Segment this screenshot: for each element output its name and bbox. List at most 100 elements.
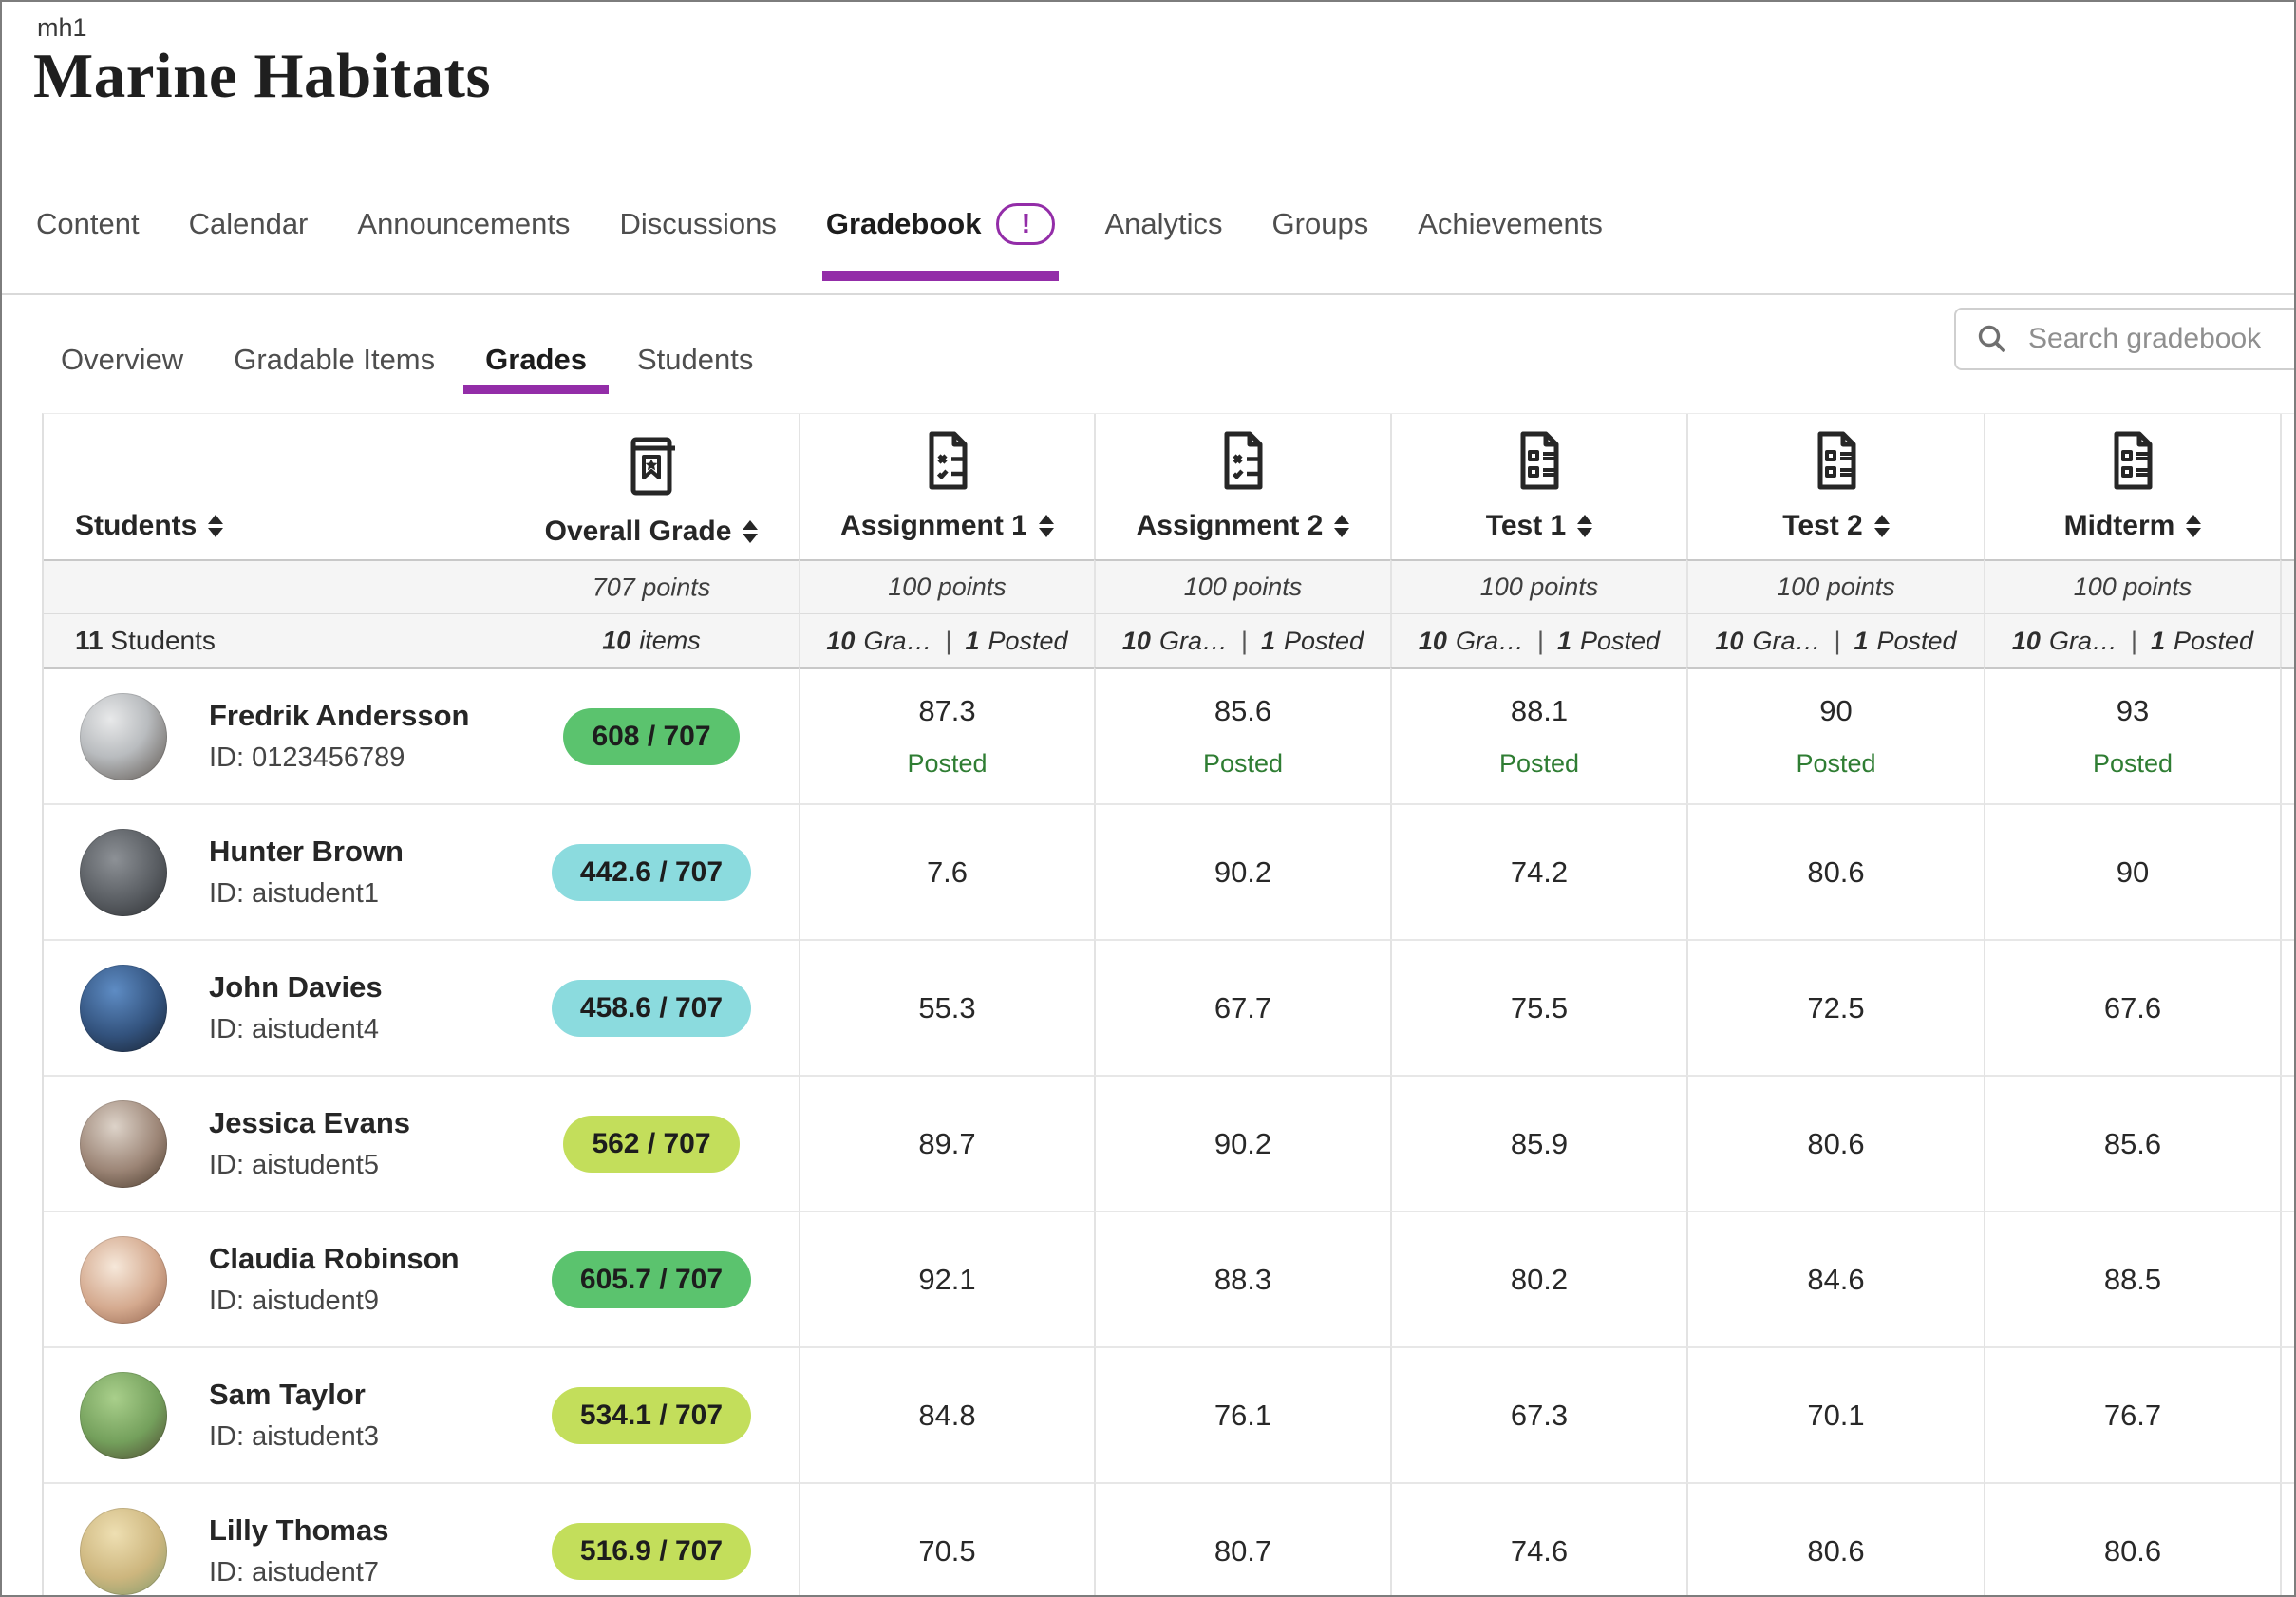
nav-divider [2, 293, 2294, 295]
search-input[interactable] [2026, 322, 2294, 356]
score-cell[interactable]: 90 Posted [1686, 667, 1984, 803]
score-value: 90.2 [1214, 855, 1272, 889]
score-cell[interactable]: 75.5 [1390, 939, 1686, 1075]
subnav-tab-students[interactable]: Students [637, 329, 753, 390]
score-value: 76.7 [2103, 1398, 2162, 1432]
score-cell[interactable]: 55.3 [799, 939, 1094, 1075]
graded-posted-meta: 10 Gra… | 1 Posted [1984, 613, 2280, 667]
score-cell[interactable]: 84.6 [1686, 1211, 1984, 1346]
score-cell[interactable]: 70.5 [799, 1482, 1094, 1595]
nav-tab-content[interactable]: Content [36, 187, 140, 261]
column-header-assignment-1[interactable]: Assignment 1 [799, 414, 1094, 559]
student-row: Sam Taylor ID: aistudent3 534.1 / 707 [44, 1346, 799, 1482]
points-row-students-cell: 707 points [44, 559, 799, 613]
score-value: 88.1 [1510, 694, 1569, 727]
score-cell[interactable]: 90.2 [1094, 1075, 1390, 1211]
score-cell[interactable]: 85.6 Posted [1094, 667, 1390, 803]
score-cell[interactable]: 80.6 [1984, 1482, 2280, 1595]
student-count: 11 Students [75, 626, 216, 655]
course-id: mh1 [37, 13, 87, 42]
subnav-tab-gradable-items[interactable]: Gradable Items [234, 329, 435, 390]
points-cell: 100 points [1094, 559, 1390, 613]
nav-tab-announcements[interactable]: Announcements [357, 187, 570, 261]
score-value: 88.5 [2103, 1262, 2162, 1296]
score-cell[interactable]: 90.2 [1094, 803, 1390, 939]
points-cell: 100 points [1686, 559, 1984, 613]
overall-grade-pill[interactable]: 442.6 / 707 [551, 843, 752, 901]
score-cell[interactable]: 88.5 [1984, 1211, 2280, 1346]
posted-label: Posted [1202, 749, 1284, 778]
nav-tab-achievements[interactable]: Achievements [1418, 187, 1603, 261]
score-value: 67.3 [1510, 1398, 1569, 1432]
score-value: 87.3 [918, 694, 976, 727]
student-row: Lilly Thomas ID: aistudent7 516.9 / 707 [44, 1482, 799, 1595]
points-label: 100 points [1479, 573, 1599, 601]
student-id: ID: 0123456789 [209, 742, 405, 773]
column-header-test-2[interactable]: Test 2 [1686, 414, 1984, 559]
score-value: 90.2 [1214, 1126, 1272, 1160]
score-cell[interactable]: 7.6 [799, 803, 1094, 939]
score-cell[interactable]: 87.3 Posted [799, 667, 1094, 803]
student-name: Sam Taylor [209, 1378, 366, 1411]
score-cell[interactable]: 85.9 [1390, 1075, 1686, 1211]
score-cell[interactable]: 80.6 [1686, 1075, 1984, 1211]
score-cell[interactable]: 70.1 [1686, 1346, 1984, 1482]
partial-next-column [2280, 939, 2294, 1075]
nav-tab-calendar[interactable]: Calendar [189, 187, 309, 261]
column-header-assignment-2[interactable]: Assignment 2 [1094, 414, 1390, 559]
overall-grade-pill[interactable]: 534.1 / 707 [551, 1386, 752, 1444]
score-cell[interactable]: 72.5 [1686, 939, 1984, 1075]
score-cell[interactable]: 93 Posted [1984, 667, 2280, 803]
student-avatar [80, 964, 167, 1052]
sort-icon [1334, 515, 1350, 537]
posted-label: Posted [907, 749, 988, 778]
score-cell[interactable]: 85.6 [1984, 1075, 2280, 1211]
sort-icon [743, 520, 759, 543]
overall-grade-pill[interactable]: 562 / 707 [563, 1115, 740, 1173]
score-value: 70.5 [918, 1533, 976, 1568]
score-cell[interactable]: 74.6 [1390, 1482, 1686, 1595]
nav-tab-analytics[interactable]: Analytics [1104, 187, 1222, 261]
nav-tab-groups[interactable]: Groups [1272, 187, 1369, 261]
score-cell[interactable]: 80.6 [1686, 803, 1984, 939]
score-cell[interactable]: 67.6 [1984, 939, 2280, 1075]
score-cell[interactable]: 76.7 [1984, 1346, 2280, 1482]
award-icon [617, 432, 686, 500]
score-cell[interactable]: 88.1 Posted [1390, 667, 1686, 803]
score-cell[interactable]: 80.6 [1686, 1482, 1984, 1595]
column-header-students[interactable]: Students [75, 510, 224, 542]
overall-points-label: 707 points [592, 573, 711, 601]
score-cell[interactable]: 67.3 [1390, 1346, 1686, 1482]
score-cell[interactable]: 88.3 [1094, 1211, 1390, 1346]
nav-tab-gradebook[interactable]: Gradebook! [821, 187, 1060, 281]
column-header-overall-grade[interactable]: Overall Grade [499, 432, 803, 548]
subnav-tab-overview[interactable]: Overview [61, 329, 183, 390]
score-value: 80.6 [1807, 855, 1865, 889]
column-header-label: Test 1 [1485, 510, 1567, 541]
student-avatar [80, 828, 167, 916]
sort-icon [1038, 515, 1054, 537]
overall-grade-pill[interactable]: 605.7 / 707 [551, 1250, 752, 1308]
subnav-tab-label: Grades [485, 343, 587, 376]
overall-grade-header-label: Overall Grade [544, 516, 732, 547]
score-cell[interactable]: 80.2 [1390, 1211, 1686, 1346]
score-value: 7.6 [926, 855, 969, 889]
score-value: 67.6 [2103, 990, 2162, 1024]
score-cell[interactable]: 84.8 [799, 1346, 1094, 1482]
column-header-midterm[interactable]: Midterm [1984, 414, 2280, 559]
score-cell[interactable]: 76.1 [1094, 1346, 1390, 1482]
nav-tab-discussions[interactable]: Discussions [619, 187, 776, 261]
overall-grade-pill[interactable]: 458.6 / 707 [551, 979, 752, 1037]
score-cell[interactable]: 92.1 [799, 1211, 1094, 1346]
column-header-test-1[interactable]: Test 1 [1390, 414, 1686, 559]
overall-grade-pill[interactable]: 608 / 707 [563, 707, 740, 765]
overall-grade-pill[interactable]: 516.9 / 707 [551, 1522, 752, 1580]
score-cell[interactable]: 89.7 [799, 1075, 1094, 1211]
score-value: 75.5 [1510, 990, 1569, 1024]
score-cell[interactable]: 80.7 [1094, 1482, 1390, 1595]
subnav-tab-grades[interactable]: Grades [463, 329, 609, 394]
student-name: Lilly Thomas [209, 1513, 389, 1547]
score-cell[interactable]: 90 [1984, 803, 2280, 939]
score-cell[interactable]: 74.2 [1390, 803, 1686, 939]
score-cell[interactable]: 67.7 [1094, 939, 1390, 1075]
